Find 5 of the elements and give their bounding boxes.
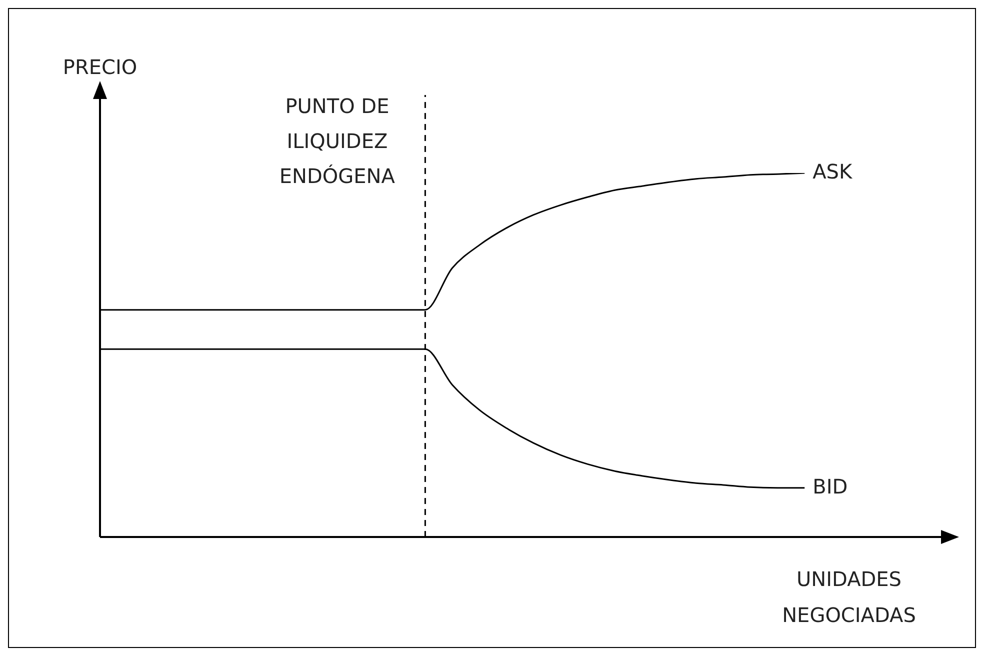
series-label: BID <box>812 474 848 498</box>
series-label: ASK <box>812 159 853 184</box>
x-axis-title: UNIDADES NEGOCIADAS <box>781 566 917 629</box>
y-axis-title: PRECIO <box>62 55 138 79</box>
annotation: PUNTO DE ILIQUIDEZ ENDÓGENA <box>279 94 396 188</box>
